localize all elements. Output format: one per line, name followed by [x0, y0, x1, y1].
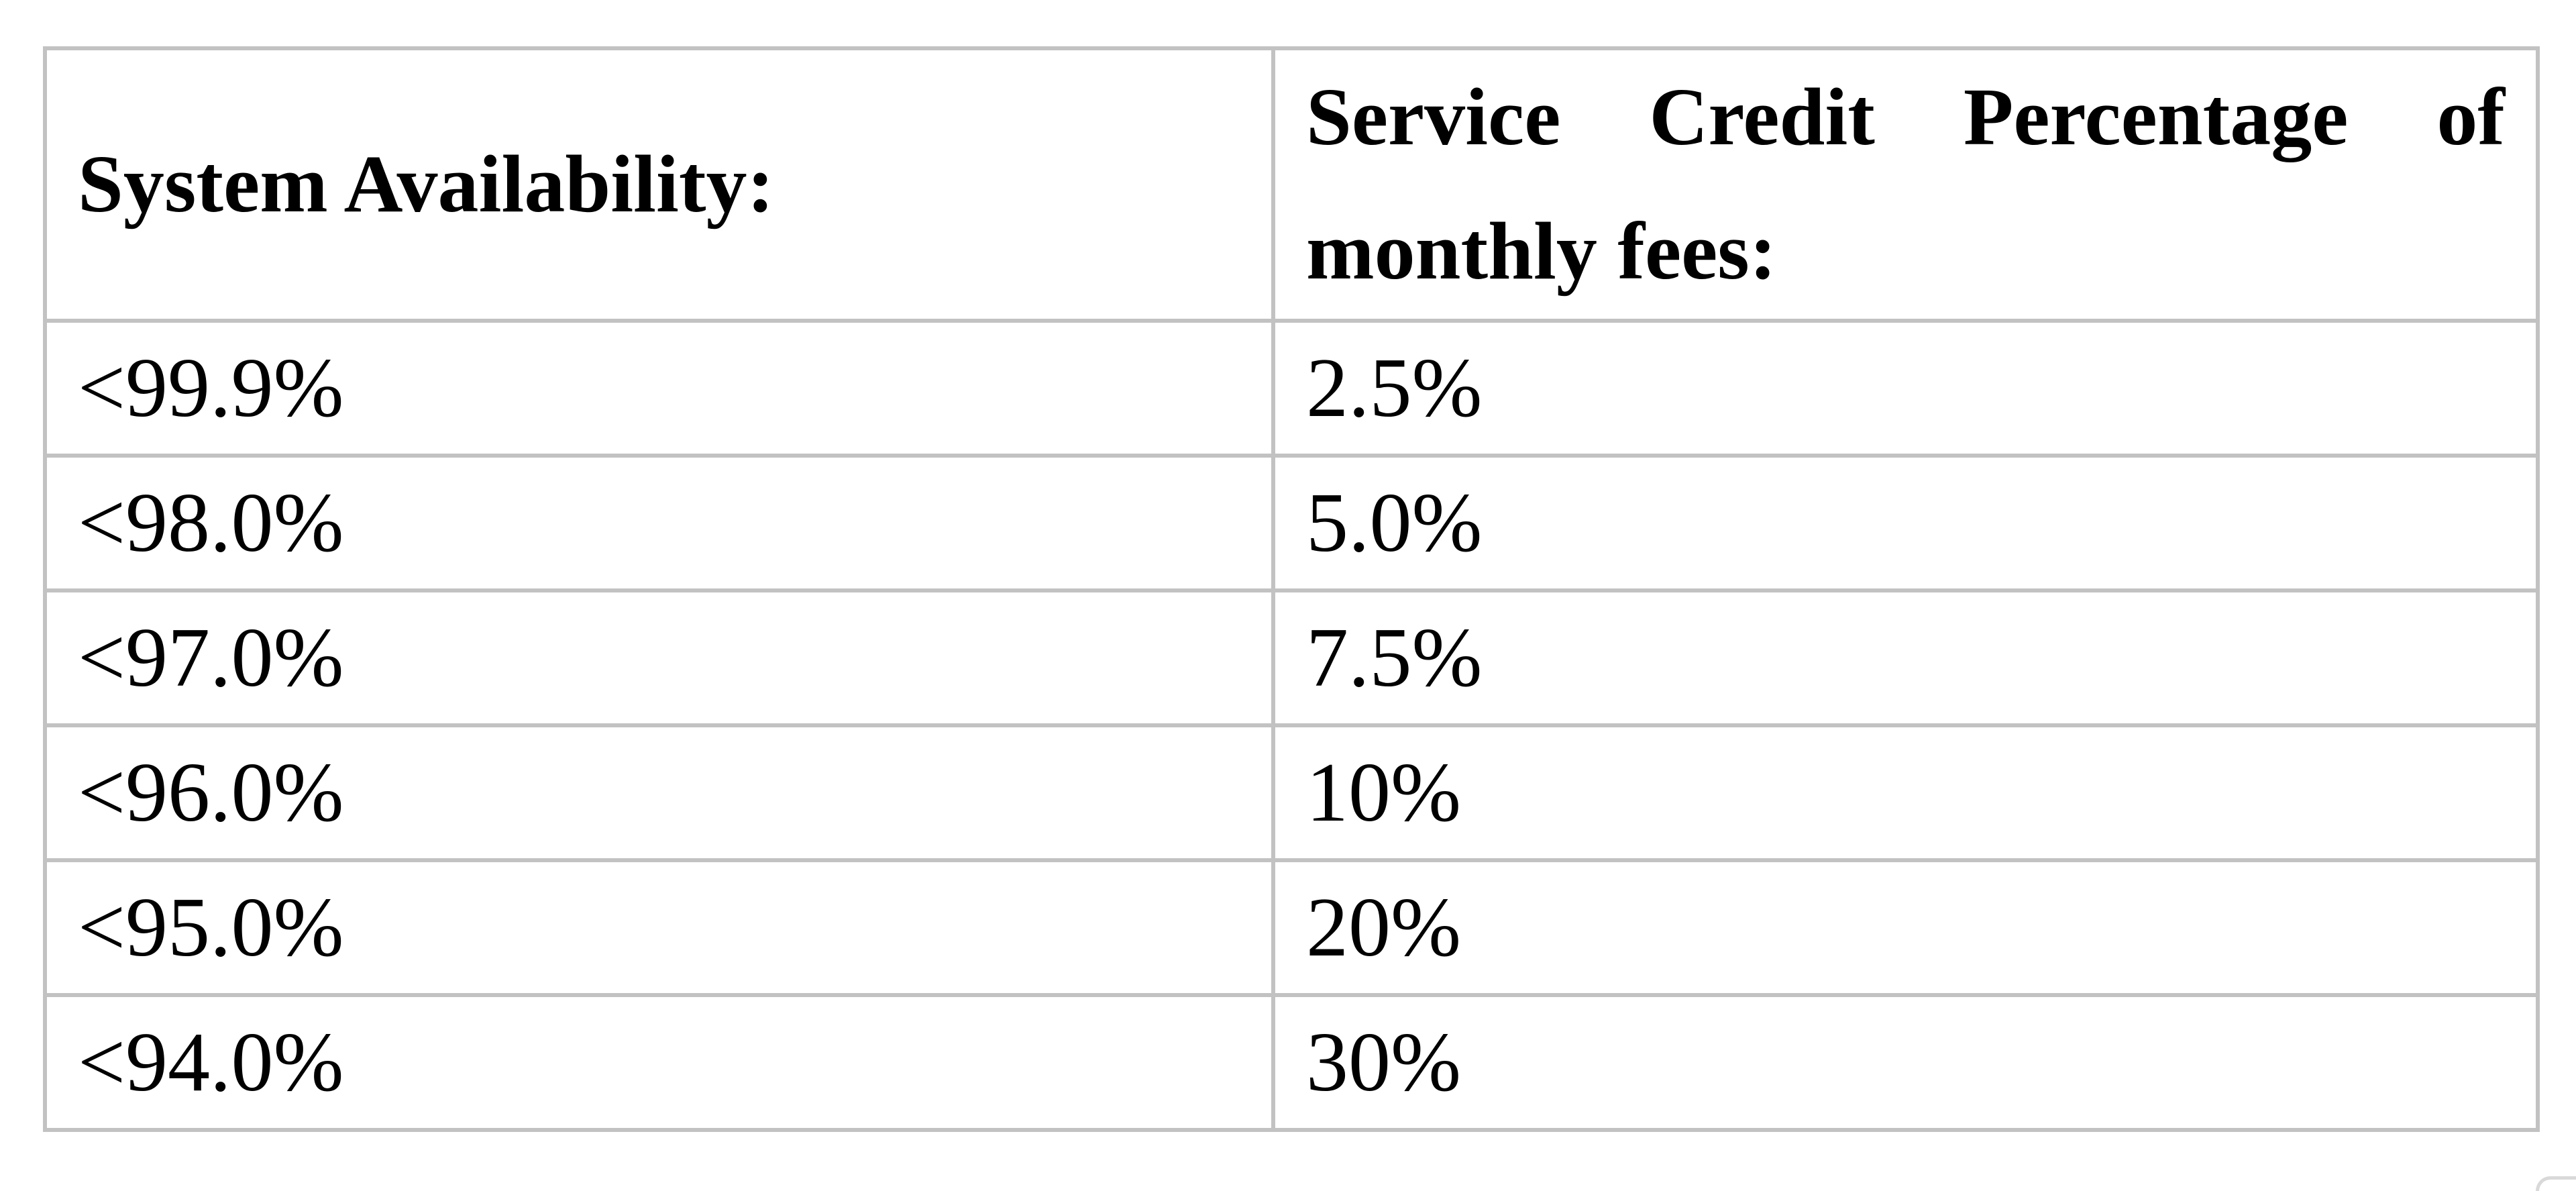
- availability-cell: <99.9%: [43, 319, 1275, 458]
- table-row: <95.0% 20%: [43, 858, 2540, 997]
- credit-cell: 2.5%: [1271, 319, 2540, 458]
- header-service-credit-percentage: Service Credit Percentage of monthly fee…: [1271, 46, 2540, 323]
- table-row: <96.0% 10%: [43, 723, 2540, 862]
- availability-cell: <97.0%: [43, 588, 1275, 727]
- credit-cell: 30%: [1271, 993, 2540, 1132]
- service-credit-table: System Availability: Service Credit Perc…: [43, 46, 2540, 1132]
- table-row: <98.0% 5.0%: [43, 454, 2540, 592]
- availability-cell: <98.0%: [43, 454, 1275, 592]
- credit-cell: 7.5%: [1271, 588, 2540, 727]
- corner-resize-handle: [2536, 1176, 2576, 1191]
- availability-cell: <95.0%: [43, 858, 1275, 997]
- table-row: <97.0% 7.5%: [43, 588, 2540, 727]
- availability-cell: <96.0%: [43, 723, 1275, 862]
- credit-cell: 10%: [1271, 723, 2540, 862]
- credit-cell: 20%: [1271, 858, 2540, 997]
- table-row: <99.9% 2.5%: [43, 319, 2540, 458]
- table-body: <99.9% 2.5% <98.0% 5.0% <97.0% 7.5% <96.…: [43, 319, 2540, 1132]
- header-row: System Availability: Service Credit Perc…: [43, 46, 2540, 323]
- table-header: System Availability: Service Credit Perc…: [43, 46, 2540, 323]
- header-system-availability: System Availability:: [43, 46, 1275, 323]
- table-row: <94.0% 30%: [43, 993, 2540, 1132]
- credit-cell: 5.0%: [1271, 454, 2540, 592]
- availability-cell: <94.0%: [43, 993, 1275, 1132]
